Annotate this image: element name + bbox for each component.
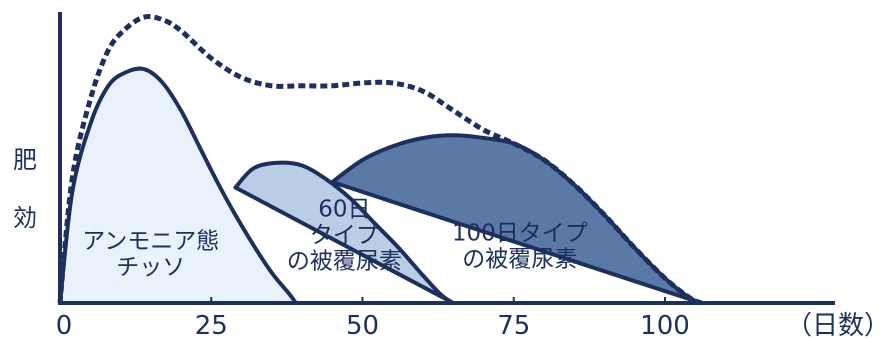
coated-urea-100day-area: [330, 133, 704, 305]
x-tick-label: 0: [56, 311, 73, 339]
x-tick-label: 100: [640, 311, 690, 339]
ammonium-nitrogen-area: [58, 66, 298, 305]
x-axis-label: （日数）: [786, 311, 890, 339]
coated-urea-100day-label: 100日タイプ: [452, 220, 588, 246]
y-axis-label-char: 肥: [13, 146, 37, 174]
axes-group: 0 25 50 75 100 （日数） 肥効: [13, 12, 890, 339]
ammonium-nitrogen-label: アンモニア態: [82, 229, 219, 255]
coated-urea-60day-area: [233, 160, 456, 305]
y-axis-label-char: 効: [13, 204, 37, 232]
ammonium-nitrogen-label: チッソ: [116, 255, 185, 281]
coated-urea-60day-label: タイプ: [310, 222, 379, 248]
coated-urea-60day-label: の被覆尿素: [287, 248, 402, 274]
area-series-group: [58, 66, 704, 305]
x-tick-label: 75: [497, 311, 530, 339]
coated-urea-60day-label: 60日: [318, 196, 370, 222]
total-effect-dashed-line: [57, 14, 703, 306]
x-tick-label: 25: [195, 311, 228, 339]
coated-urea-100day-label: の被覆尿素: [462, 246, 577, 272]
x-tick-label: 50: [346, 311, 379, 339]
total-effect-line-group: [57, 14, 703, 306]
